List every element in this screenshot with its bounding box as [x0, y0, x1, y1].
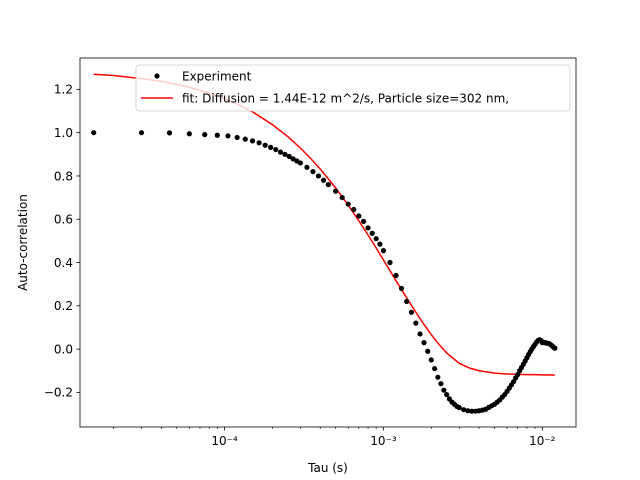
legend: Experiment fit: Diffusion = 1.44E-12 m^2…	[135, 64, 571, 112]
experiment-point	[339, 194, 345, 201]
y-tick-label: −0.2	[44, 386, 73, 400]
experiment-point	[225, 133, 231, 139]
experiment-point	[435, 374, 441, 380]
experiment-point	[333, 188, 339, 194]
experiment-point	[249, 138, 256, 144]
y-tick-label: 0.6	[54, 213, 73, 227]
experiment-point	[441, 387, 447, 393]
y-axis: −0.2 0.0 0.2 0.4 0.6 0.8 1.0 1.2	[44, 83, 80, 400]
experiment-point	[377, 241, 383, 247]
experiment-point	[268, 144, 274, 150]
experiment-point	[398, 285, 405, 292]
experiment-point	[273, 146, 279, 153]
experiment-point	[380, 248, 387, 254]
y-axis-label: Auto-correlation	[16, 194, 30, 291]
experiment-point	[456, 404, 462, 411]
experiment-point	[262, 142, 268, 148]
experiment-point	[369, 230, 375, 236]
x-axis: 10⁻⁴ 10⁻³ 10⁻²	[113, 427, 556, 448]
experiment-point	[282, 151, 288, 157]
experiment-point	[360, 218, 367, 224]
experiment-point	[186, 131, 192, 137]
y-tick-label: 0.4	[54, 256, 73, 270]
x-tick-label: 10⁻⁴	[211, 434, 238, 448]
experiment-point	[297, 160, 303, 166]
experiment-point	[408, 309, 415, 315]
experiment-point	[404, 298, 410, 305]
x-tick-label: 10⁻²	[529, 434, 556, 448]
experiment-point	[393, 272, 399, 279]
experiment-point	[325, 182, 331, 188]
experiment-point	[345, 201, 351, 207]
experiment-point	[373, 236, 379, 242]
experiment-point	[304, 164, 310, 170]
y-tick-label: 0.2	[54, 299, 73, 313]
y-tick-label: 0.8	[54, 169, 73, 183]
experiment-point	[234, 134, 240, 141]
y-tick-label: 1.2	[54, 83, 73, 97]
experiment-point	[461, 407, 467, 413]
experiment-point	[432, 365, 438, 372]
experiment-point	[91, 130, 97, 136]
experiment-series-layer	[91, 130, 558, 414]
experiment-point	[438, 381, 444, 387]
experiment-point	[387, 259, 393, 266]
experiment-point	[214, 132, 220, 138]
experiment-point	[351, 206, 357, 213]
legend-label-fit: fit: Diffusion = 1.44E-12 m^2/s, Particl…	[182, 92, 509, 106]
experiment-point	[365, 225, 371, 231]
experiment-point	[310, 169, 316, 175]
experiment-point	[256, 140, 262, 146]
experiment-point	[421, 340, 427, 346]
experiment-point	[138, 130, 145, 136]
x-axis-label: Tau (s)	[307, 461, 348, 475]
experiment-point	[428, 357, 434, 363]
legend-box	[135, 64, 571, 112]
experiment-point	[166, 130, 173, 136]
y-tick-label: 0.0	[54, 342, 73, 356]
legend-label-experiment: Experiment	[182, 70, 252, 84]
experiment-point	[315, 173, 322, 179]
experiment-point	[469, 408, 475, 414]
experiment-point	[515, 372, 521, 378]
experiment-point	[286, 153, 292, 160]
experiment-point	[320, 177, 327, 183]
experiment-point	[413, 320, 419, 326]
axes-frame	[79, 57, 577, 428]
experiment-point	[417, 331, 423, 337]
experiment-point	[277, 149, 284, 155]
experiment-point	[465, 408, 471, 414]
experiment-point	[425, 348, 431, 354]
x-tick-label: 10⁻³	[370, 434, 397, 448]
y-tick-label: 1.0	[54, 126, 73, 140]
legend-marker-experiment	[154, 73, 160, 79]
experiment-point	[242, 136, 248, 142]
experiment-point	[444, 391, 450, 398]
experiment-point	[202, 132, 208, 138]
experiment-point	[356, 213, 362, 219]
experiment-point	[552, 345, 558, 351]
